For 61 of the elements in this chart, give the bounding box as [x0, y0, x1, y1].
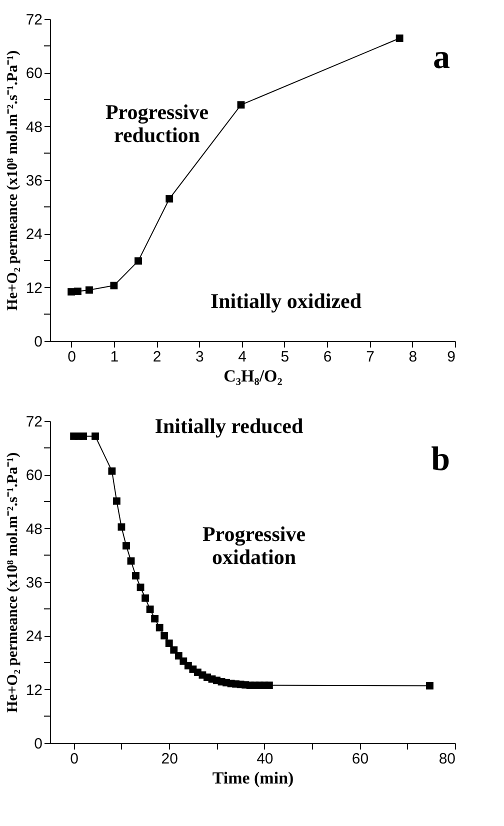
y-tick-label: 24 — [26, 226, 42, 244]
y-tick-label: 12 — [26, 682, 42, 699]
annotation: Initially reduced — [154, 414, 304, 438]
point — [136, 584, 144, 592]
point — [110, 282, 118, 290]
y-tick-label: 24 — [26, 628, 42, 646]
x-tick-label: 7 — [366, 348, 374, 366]
x-tick-label: 80 — [438, 750, 456, 768]
y-tick-label: 0 — [34, 736, 42, 752]
y-tick-label: 36 — [26, 574, 42, 592]
x-tick-label: 0 — [70, 750, 78, 768]
point — [132, 572, 140, 580]
x-tick-label: 8 — [408, 348, 418, 366]
point — [86, 286, 93, 294]
x-tick-label: 9 — [447, 348, 456, 366]
point — [396, 34, 404, 42]
point — [80, 432, 88, 440]
point — [108, 467, 116, 475]
y-tick-label: 36 — [26, 172, 42, 190]
point — [74, 288, 82, 296]
point — [151, 614, 159, 622]
point — [237, 101, 245, 109]
point — [122, 542, 130, 550]
x-tick-label: 3 — [196, 348, 204, 366]
x-tick-label: 4 — [238, 348, 247, 366]
annotation: Progressive oxidation — [202, 522, 306, 569]
y-tick-label: 60 — [26, 65, 42, 82]
y-tick-label: 0 — [34, 334, 42, 350]
point — [166, 195, 174, 202]
x-tick-label: 5 — [280, 348, 290, 366]
point — [160, 632, 168, 640]
y-tick-label: 12 — [26, 280, 42, 297]
point — [156, 624, 164, 632]
x-tick-label: 20 — [161, 750, 178, 768]
point — [165, 640, 173, 647]
y-axis-title: He+O₂ permeance (x10⁸ mol.m⁻².s⁻¹.Pa⁻¹) — [4, 452, 21, 713]
annotation: b — [431, 441, 450, 478]
x-tick-label: 40 — [256, 750, 274, 768]
point — [92, 432, 99, 440]
point — [113, 497, 120, 505]
annotation: a — [433, 39, 450, 76]
x-tick-label: 1 — [110, 348, 119, 366]
x-tick-label: 6 — [323, 348, 332, 366]
x-tick-label: 2 — [152, 348, 162, 366]
y-tick-label: 48 — [26, 118, 42, 136]
annotation: Initially oxidized — [210, 289, 362, 313]
point — [265, 682, 273, 690]
x-tick-label: 60 — [352, 750, 369, 768]
y-tick-label: 72 — [26, 414, 42, 430]
y-tick-label: 48 — [26, 520, 42, 538]
x-axis-title: C₃H₈/O₂ — [224, 366, 282, 386]
point — [146, 606, 154, 613]
x-tick-label: 0 — [68, 348, 76, 366]
y-axis-title: He+O₂ permeance (x10⁸ mol.m⁻².s⁻¹.Pa⁻¹) — [4, 50, 21, 311]
point — [426, 682, 434, 690]
annotation: Progressive reduction — [105, 100, 209, 147]
y-tick-label: 72 — [26, 12, 42, 28]
point — [142, 594, 149, 602]
y-tick-label: 60 — [26, 467, 42, 484]
x-axis-title: Time (min) — [212, 768, 294, 788]
point — [134, 257, 142, 265]
